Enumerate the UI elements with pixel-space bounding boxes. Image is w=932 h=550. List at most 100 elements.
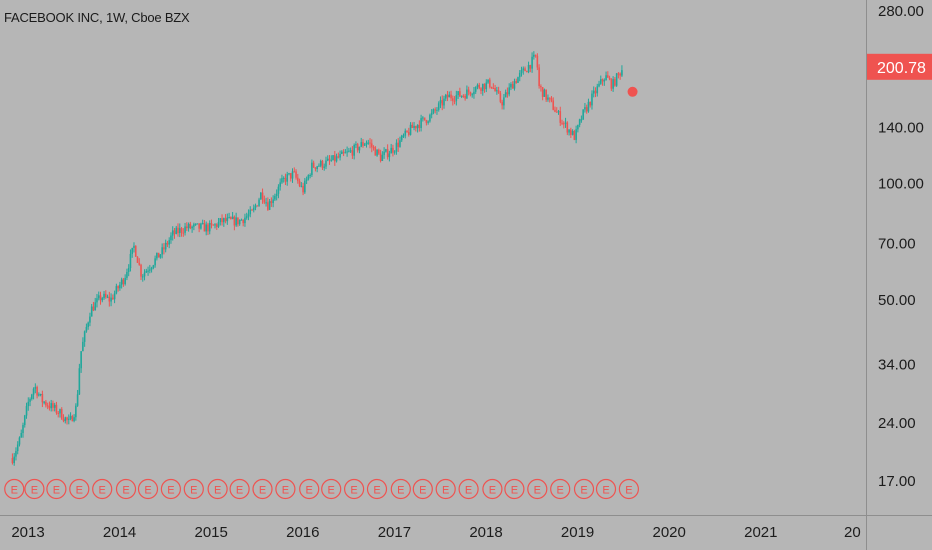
- candle-body: [365, 142, 368, 145]
- candle-body: [182, 232, 185, 234]
- candle-body: [309, 174, 311, 176]
- plot-area[interactable]: [0, 0, 866, 515]
- earnings-marker[interactable]: E: [183, 478, 204, 500]
- candle-body: [161, 247, 163, 255]
- earnings-marker[interactable]: E: [366, 478, 388, 500]
- earnings-marker[interactable]: E: [92, 478, 113, 500]
- candle-body: [300, 185, 303, 187]
- candle-body: [457, 91, 459, 96]
- earnings-marker[interactable]: E: [4, 478, 25, 500]
- candle-body: [108, 296, 111, 302]
- candle-body: [529, 65, 532, 69]
- candle-body: [469, 92, 472, 95]
- earnings-marker[interactable]: E: [435, 478, 456, 500]
- candle-body: [275, 193, 278, 196]
- candle-body: [247, 214, 250, 217]
- candle-series: [11, 51, 623, 466]
- candle-body: [80, 351, 82, 369]
- earnings-marker[interactable]: E: [412, 478, 433, 500]
- candle-body: [189, 223, 192, 229]
- earnings-marker[interactable]: E: [275, 478, 296, 500]
- candle-body: [103, 293, 105, 299]
- earnings-marker[interactable]: E: [527, 478, 548, 500]
- candle-body: [267, 202, 269, 210]
- earnings-marker[interactable]: E: [618, 478, 639, 500]
- earnings-marker[interactable]: E: [390, 478, 411, 500]
- time-axis[interactable]: 2013 2014 2015 2016 2017 2018 2019 2020 2021 20: [11, 524, 860, 541]
- candle-body: [286, 174, 289, 182]
- earnings-marker[interactable]: E: [160, 478, 181, 500]
- earnings-marker[interactable]: E: [321, 478, 342, 500]
- candle-body: [533, 54, 535, 57]
- candle-body: [32, 388, 35, 395]
- earnings-marker[interactable]: E: [343, 478, 365, 500]
- candle-body: [64, 417, 67, 422]
- earnings-marker[interactable]: E: [69, 478, 90, 500]
- candle-body: [207, 224, 209, 232]
- earnings-marker[interactable]: E: [595, 478, 617, 500]
- candle-body: [126, 271, 128, 278]
- candle-body: [362, 142, 364, 146]
- candle-body: [149, 269, 151, 271]
- earnings-marker-label: E: [53, 485, 60, 497]
- candle-body: [561, 122, 563, 124]
- candle-body: [367, 142, 370, 144]
- candle-body: [467, 89, 470, 93]
- candle-body: [249, 209, 252, 215]
- candle-body: [413, 126, 415, 128]
- earnings-marker[interactable]: E: [573, 478, 595, 500]
- candle-body: [29, 399, 31, 402]
- candle-body: [191, 226, 193, 229]
- candle-body: [483, 83, 486, 90]
- earnings-marker[interactable]: E: [46, 478, 67, 500]
- earnings-marker[interactable]: E: [252, 478, 273, 500]
- candle-body: [85, 326, 88, 332]
- earnings-marker-label: E: [557, 485, 564, 497]
- candle-body: [282, 177, 285, 179]
- earnings-marker[interactable]: E: [458, 478, 479, 500]
- candle-body: [608, 77, 611, 80]
- candle-body: [316, 166, 318, 169]
- earnings-marker[interactable]: E: [299, 478, 320, 500]
- x-tick-label: 2017: [378, 524, 411, 541]
- candle-body: [372, 147, 375, 149]
- earnings-marker[interactable]: E: [504, 478, 525, 500]
- candle-body: [585, 107, 588, 112]
- earnings-marker[interactable]: E: [207, 478, 228, 500]
- price-axis[interactable]: 280.00200.00140.00100.0070.0050.0034.002…: [878, 3, 924, 490]
- candle-body: [534, 54, 537, 56]
- candle-body: [330, 160, 333, 162]
- candle-body: [473, 91, 475, 95]
- candle-body: [104, 293, 107, 298]
- earnings-marker[interactable]: E: [482, 478, 503, 500]
- candle-body: [587, 101, 590, 112]
- earnings-marker-circle: [115, 478, 137, 500]
- candle-body: [328, 158, 331, 161]
- earnings-marker[interactable]: E: [137, 478, 159, 500]
- candle-body: [577, 124, 579, 130]
- candle-body: [517, 77, 519, 83]
- candle-body: [337, 156, 340, 158]
- earnings-marker[interactable]: E: [550, 478, 571, 500]
- y-tick-label: 100.00: [878, 176, 924, 193]
- candle-body: [504, 92, 507, 98]
- candle-body: [444, 94, 447, 99]
- candle-body: [110, 297, 112, 302]
- candle-body: [520, 70, 523, 73]
- earnings-marker-label: E: [511, 485, 518, 497]
- candle-body: [480, 88, 482, 91]
- earnings-marker[interactable]: E: [24, 478, 45, 500]
- candle-body: [466, 89, 468, 99]
- candle-body: [194, 223, 197, 225]
- next-earnings-dot[interactable]: [627, 86, 638, 97]
- candle-body: [374, 147, 377, 156]
- candle-body: [319, 160, 322, 166]
- candle-body: [559, 111, 562, 123]
- earnings-marker[interactable]: E: [115, 478, 137, 500]
- candle-body: [441, 100, 444, 106]
- candle-body: [342, 151, 345, 153]
- earnings-marker[interactable]: E: [229, 478, 250, 500]
- earnings-marker-label: E: [259, 485, 266, 497]
